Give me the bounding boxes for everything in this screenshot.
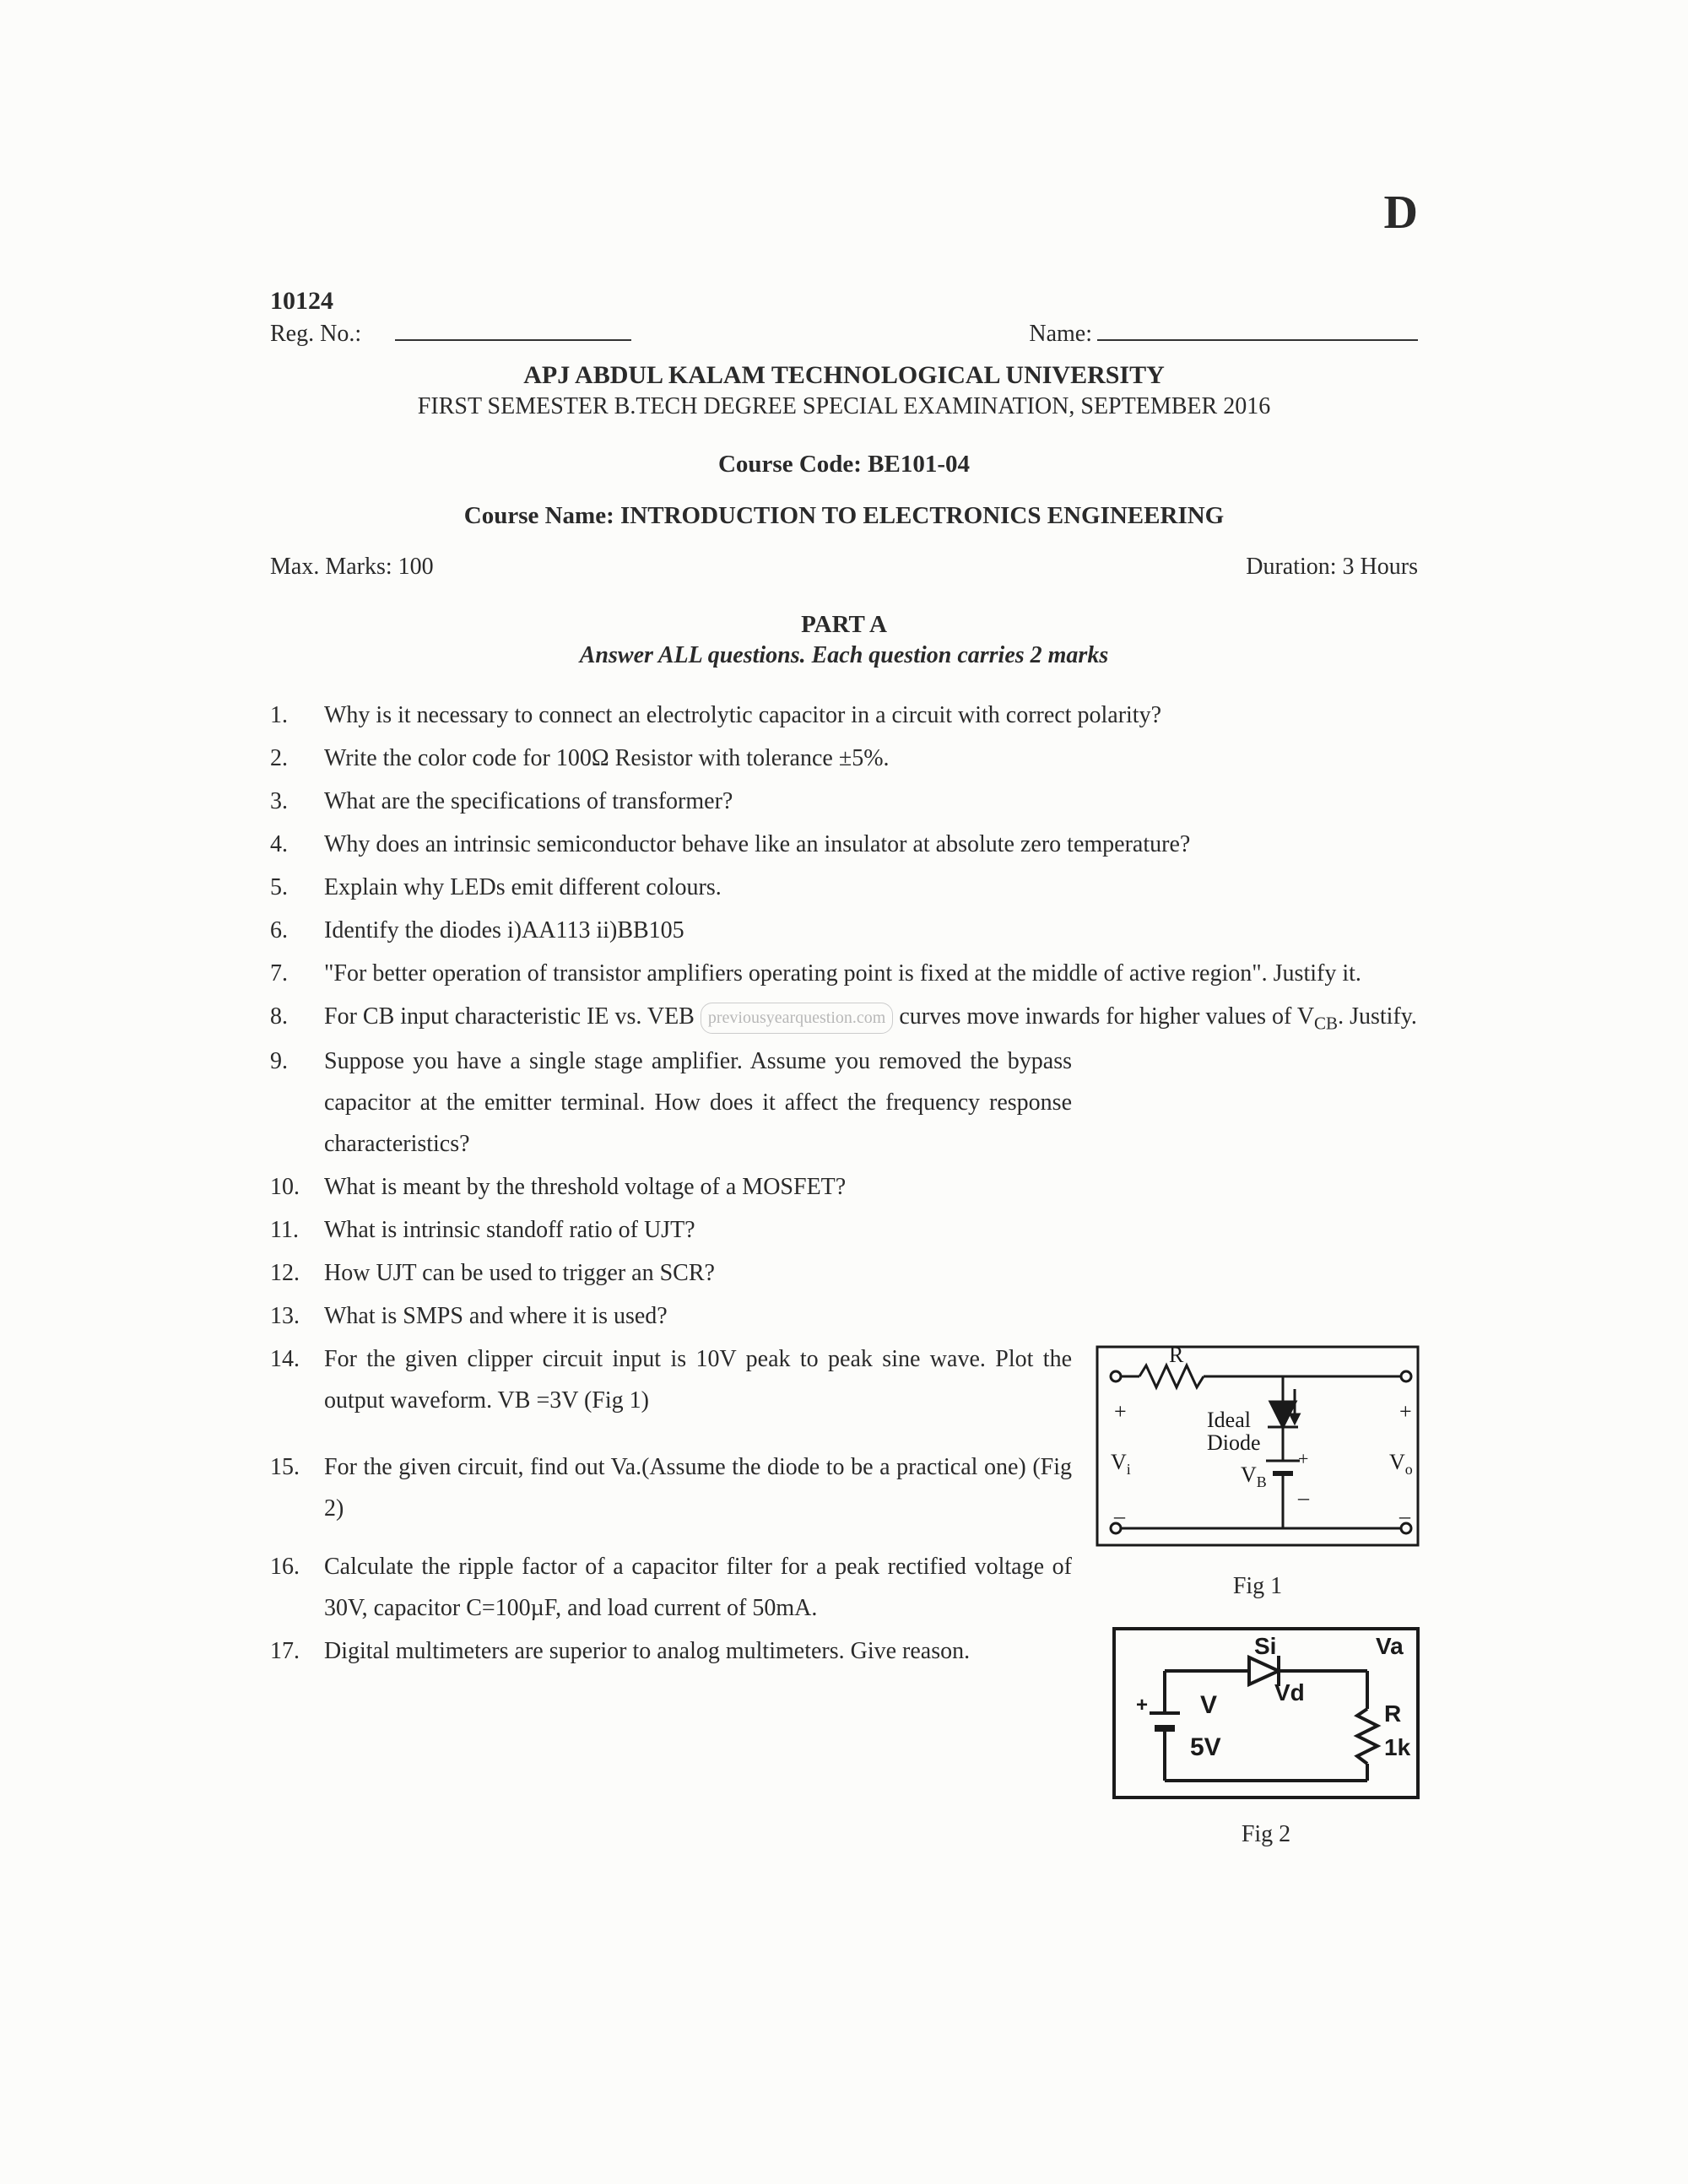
part-a-instruction: Answer ALL questions. Each question carr… bbox=[270, 642, 1418, 669]
q-num: 11. bbox=[270, 1209, 324, 1251]
q-text: Suppose you have a single stage amplifie… bbox=[324, 1041, 1418, 1165]
question-row: 4.Why does an intrinsic semiconductor be… bbox=[270, 824, 1418, 865]
q-num: 15. bbox=[270, 1446, 324, 1488]
fig1-plus-left: + bbox=[1114, 1399, 1127, 1424]
reg-label: Reg. No.: bbox=[270, 321, 361, 348]
q-text: What is SMPS and where it is used? bbox=[324, 1295, 1418, 1337]
fig1-vb: VB bbox=[1241, 1462, 1267, 1490]
fig2-svg: Si Va Vd V + 5V R 1k bbox=[1106, 1620, 1426, 1806]
question-row: 10.What is meant by the threshold voltag… bbox=[270, 1166, 1418, 1208]
q-text-end: . Justify. bbox=[1338, 1003, 1417, 1030]
fig2-plus: + bbox=[1136, 1694, 1148, 1716]
fig2-5v: 5V bbox=[1190, 1733, 1221, 1761]
q-num: 16. bbox=[270, 1546, 324, 1587]
fig2-vd: Vd bbox=[1274, 1679, 1305, 1706]
fig1-diode: Diode bbox=[1207, 1430, 1261, 1455]
q-text: For CB input characteristic IE vs. VEB p… bbox=[324, 996, 1418, 1039]
q-text: Why does an intrinsic semiconductor beha… bbox=[324, 824, 1418, 865]
q-text: What are the specifications of transform… bbox=[324, 781, 1418, 822]
q-num: 17. bbox=[270, 1630, 324, 1672]
figure-2: Si Va Vd V + 5V R 1k Fig 2 bbox=[1106, 1620, 1426, 1848]
max-marks: Max. Marks: 100 bbox=[270, 554, 434, 581]
fig1-caption: Fig 1 bbox=[1089, 1573, 1426, 1600]
part-a-title: PART A bbox=[270, 611, 1418, 639]
fig1-minus-left: _ bbox=[1113, 1496, 1126, 1521]
q-num: 5. bbox=[270, 867, 324, 908]
q-num: 8. bbox=[270, 996, 324, 1037]
q-text: Write the color code for 100Ω Resistor w… bbox=[324, 738, 1418, 779]
question-row: 1.Why is it necessary to connect an elec… bbox=[270, 695, 1418, 736]
fig1-vo: Vo bbox=[1389, 1450, 1413, 1478]
question-row: 3.What are the specifications of transfo… bbox=[270, 781, 1418, 822]
fig1-plus-bat: + bbox=[1298, 1448, 1308, 1469]
fig1-minus-right: _ bbox=[1399, 1496, 1411, 1521]
q-num: 10. bbox=[270, 1166, 324, 1208]
fig1-svg: R + + Ideal Diode Vi Vo + VB _ _ _ bbox=[1089, 1338, 1426, 1558]
fig2-caption: Fig 2 bbox=[1106, 1821, 1426, 1848]
reg-blank-line bbox=[395, 324, 631, 341]
fig2-si: Si bbox=[1254, 1633, 1276, 1659]
q-num: 7. bbox=[270, 953, 324, 994]
fig2-r: R bbox=[1384, 1700, 1401, 1727]
course-name: Course Name: INTRODUCTION TO ELECTRONICS… bbox=[270, 502, 1418, 530]
question-row: 5.Explain why LEDs emit different colour… bbox=[270, 867, 1418, 908]
fig2-v: V bbox=[1200, 1691, 1217, 1719]
fig1-ideal: Ideal bbox=[1207, 1408, 1251, 1432]
fig2-1k: 1k bbox=[1384, 1734, 1411, 1760]
q-text: Identify the diodes i)AA113 ii)BB105 bbox=[324, 910, 1418, 951]
fig1-R: R bbox=[1169, 1343, 1184, 1367]
watermark: previousyearquestion.com bbox=[701, 1003, 894, 1034]
duration: Duration: 3 Hours bbox=[1246, 554, 1418, 581]
subscript: CB bbox=[1314, 1014, 1338, 1034]
question-row: 2.Write the color code for 100Ω Resistor… bbox=[270, 738, 1418, 779]
q-num: 4. bbox=[270, 824, 324, 865]
fig1-vi: Vi bbox=[1111, 1450, 1131, 1478]
q-text: "For better operation of transistor ampl… bbox=[324, 953, 1418, 994]
q-text-post: curves move inwards for higher values of… bbox=[893, 1003, 1314, 1030]
question-row: 9.Suppose you have a single stage amplif… bbox=[270, 1041, 1418, 1165]
q-text: Why is it necessary to connect an electr… bbox=[324, 695, 1418, 736]
q-num: 13. bbox=[270, 1295, 324, 1337]
q-num: 3. bbox=[270, 781, 324, 822]
q-text: What is intrinsic standoff ratio of UJT? bbox=[324, 1209, 1418, 1251]
figure-1: R + + Ideal Diode Vi Vo + VB _ _ _ Fig 1 bbox=[1089, 1338, 1426, 1600]
question-row: 7."For better operation of transistor am… bbox=[270, 953, 1418, 994]
q-num: 12. bbox=[270, 1252, 324, 1294]
question-row: 6.Identify the diodes i)AA113 ii)BB105 bbox=[270, 910, 1418, 951]
q-num: 1. bbox=[270, 695, 324, 736]
name-label: Name: bbox=[1029, 321, 1092, 348]
paper-code: 10124 bbox=[270, 287, 1418, 316]
question-row: 8. For CB input characteristic IE vs. VE… bbox=[270, 996, 1418, 1039]
q-text: How UJT can be used to trigger an SCR? bbox=[324, 1252, 1418, 1294]
question-row: 12.How UJT can be used to trigger an SCR… bbox=[270, 1252, 1418, 1294]
course-code: Course Code: BE101-04 bbox=[270, 451, 1418, 478]
reg-name-row: Reg. No.: Name: bbox=[270, 321, 1418, 348]
q-num: 14. bbox=[270, 1338, 324, 1380]
fig1-plus-right: + bbox=[1399, 1399, 1412, 1424]
exam-line: FIRST SEMESTER B.TECH DEGREE SPECIAL EXA… bbox=[270, 393, 1418, 420]
marks-duration-row: Max. Marks: 100 Duration: 3 Hours bbox=[270, 554, 1418, 581]
fig2-va: Va bbox=[1376, 1633, 1404, 1659]
exam-page: D 10124 Reg. No.: Name: APJ ABDUL KALAM … bbox=[0, 0, 1688, 2184]
university-name: APJ ABDUL KALAM TECHNOLOGICAL UNIVERSITY bbox=[270, 361, 1418, 390]
corner-letter: D bbox=[1384, 186, 1418, 240]
question-row: 13.What is SMPS and where it is used? bbox=[270, 1295, 1418, 1337]
fig1-minus-bat: _ bbox=[1297, 1478, 1310, 1502]
q-text: What is meant by the threshold voltage o… bbox=[324, 1166, 1418, 1208]
q-num: 2. bbox=[270, 738, 324, 779]
name-blank-line bbox=[1097, 324, 1418, 341]
q-num: 9. bbox=[270, 1041, 324, 1082]
q-text: Explain why LEDs emit different colours. bbox=[324, 867, 1418, 908]
q-text-pre: For CB input characteristic IE vs. VEB bbox=[324, 1003, 701, 1030]
question-row: 11.What is intrinsic standoff ratio of U… bbox=[270, 1209, 1418, 1251]
q-num: 6. bbox=[270, 910, 324, 951]
